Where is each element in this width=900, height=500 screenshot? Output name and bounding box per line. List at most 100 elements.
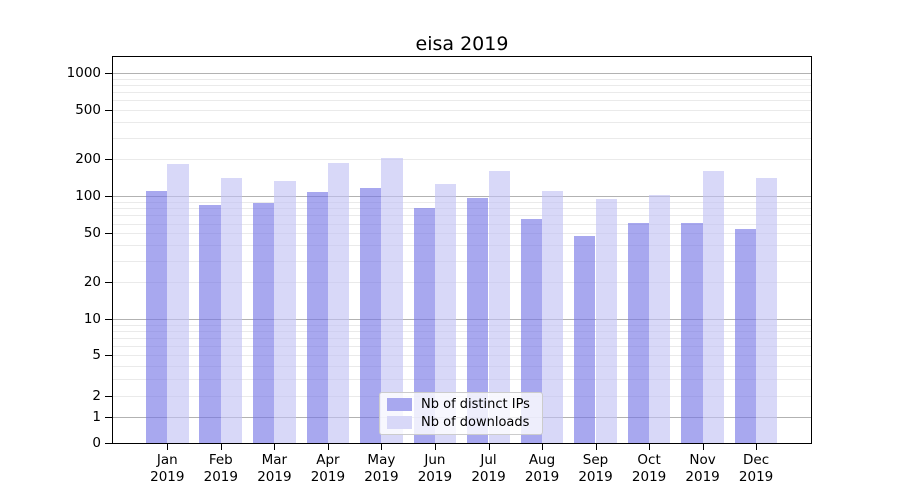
bar-downloads-may (381, 157, 403, 443)
y-tick-100 (105, 196, 112, 198)
bar-distinct-ips-sep (574, 235, 596, 443)
x-tick-label-jun: Jun 2019 (417, 452, 453, 485)
y-tick-label-5: 5 (92, 346, 101, 363)
gridline-minor (113, 379, 811, 380)
gridline-major (113, 196, 811, 198)
y-tick-1000 (105, 73, 112, 74)
bar-downloads-jul (488, 170, 510, 443)
y-tick-label-100: 100 (75, 188, 101, 205)
gridline-minor (113, 137, 811, 139)
gridline-minor (113, 202, 811, 203)
gridline-minor (113, 245, 811, 247)
y-tick-label-200: 200 (75, 151, 101, 168)
bar-downloads-jan (167, 163, 189, 443)
gridline-minor (113, 215, 811, 217)
x-tick-mar (274, 444, 276, 450)
bar-distinct-ips-aug (520, 218, 542, 443)
bar-downloads-mar (274, 180, 296, 443)
gridline-minor (113, 100, 811, 102)
bar-distinct-ips-oct (627, 222, 650, 443)
gridline-minor (113, 337, 811, 339)
plot-area (112, 56, 812, 444)
x-tick-dec (756, 444, 758, 450)
gridline-minor (113, 324, 811, 326)
x-tick-feb (220, 444, 222, 450)
y-tick-label-2: 2 (92, 387, 101, 404)
bar-downloads-apr (327, 162, 350, 443)
y-tick-0 (105, 443, 112, 444)
bar-distinct-ips-mar (253, 203, 275, 443)
gridline-minor (113, 92, 811, 94)
x-tick-label-may: May 2019 (364, 452, 399, 485)
x-tick-jan (167, 444, 169, 450)
y-tick-label-0: 0 (92, 435, 101, 451)
legend-item-distinct-ips: Nb of distinct IPs (387, 397, 535, 412)
bar-downloads-jun (434, 183, 457, 443)
gridline-minor (113, 110, 811, 112)
x-tick-label-oct: Oct 2019 (631, 452, 667, 485)
y-tick-label-500: 500 (75, 102, 101, 119)
bar-downloads-nov (702, 170, 724, 443)
y-tick-1 (105, 417, 112, 419)
legend-swatch-downloads (387, 415, 412, 429)
y-tick-label-1000: 1000 (66, 65, 101, 81)
y-tick-label-20: 20 (83, 274, 101, 291)
x-tick-label-jan: Jan 2019 (150, 452, 185, 485)
gridline-minor (113, 354, 811, 356)
gridline-minor (113, 233, 811, 235)
gridline-major (113, 73, 811, 74)
bar-downloads-dec (756, 177, 778, 443)
gridline-minor (113, 345, 811, 347)
x-tick-aug (542, 444, 543, 450)
bar-distinct-ips-jul (467, 198, 489, 443)
gridline-minor (113, 159, 811, 161)
chart-title: eisa 2019 (415, 33, 509, 55)
x-tick-label-feb: Feb 2019 (203, 452, 238, 485)
gridline-major (113, 319, 811, 321)
x-tick-jul (488, 444, 490, 450)
bar-distinct-ips-feb (199, 205, 221, 443)
gridline-minor (113, 260, 811, 262)
y-tick-200 (105, 159, 112, 161)
x-tick-label-dec: Dec 2019 (738, 452, 774, 485)
y-tick-2 (105, 395, 112, 397)
bar-distinct-ips-jan (145, 191, 168, 443)
x-tick-nov (702, 444, 704, 450)
bar-downloads-aug (542, 190, 564, 443)
x-tick-jun (434, 444, 436, 450)
y-tick-500 (105, 110, 112, 112)
legend-swatch-distinct-ips (387, 398, 412, 412)
x-tick-may (381, 444, 383, 450)
x-tick-apr (327, 444, 329, 450)
legend-item-downloads: Nb of downloads (387, 415, 535, 430)
gridline-minor (113, 208, 811, 210)
bar-distinct-ips-dec (734, 229, 757, 443)
gridline-minor (113, 223, 811, 225)
y-tick-label-10: 10 (83, 311, 101, 328)
gridline-minor (113, 365, 811, 367)
bar-downloads-sep (595, 199, 617, 443)
legend-label-distinct-ips: Nb of distinct IPs (421, 397, 530, 413)
bar-distinct-ips-may (360, 188, 382, 443)
bar-distinct-ips-nov (681, 222, 703, 443)
legend: Nb of distinct IPs Nb of downloads (379, 392, 543, 435)
bar-distinct-ips-apr (306, 191, 328, 443)
y-tick-label-1: 1 (92, 409, 101, 426)
y-tick-20 (105, 282, 112, 284)
x-tick-label-aug: Aug 2019 (524, 452, 560, 485)
gridline-minor (113, 78, 811, 80)
y-tick-label-50: 50 (83, 225, 101, 242)
gridline-minor (113, 282, 811, 284)
x-tick-label-jul: Jul 2019 (471, 452, 506, 485)
x-tick-label-mar: Mar 2019 (257, 452, 292, 485)
x-tick-label-sep: Sep 2019 (578, 452, 613, 485)
bar-distinct-ips-jun (413, 208, 435, 443)
y-tick-10 (105, 319, 112, 321)
x-tick-oct (649, 444, 651, 450)
bar-downloads-oct (649, 194, 671, 443)
x-tick-label-nov: Nov 2019 (685, 452, 720, 485)
x-tick-label-apr: Apr 2019 (310, 452, 346, 485)
y-tick-5 (105, 354, 112, 356)
gridline-minor (113, 85, 811, 86)
